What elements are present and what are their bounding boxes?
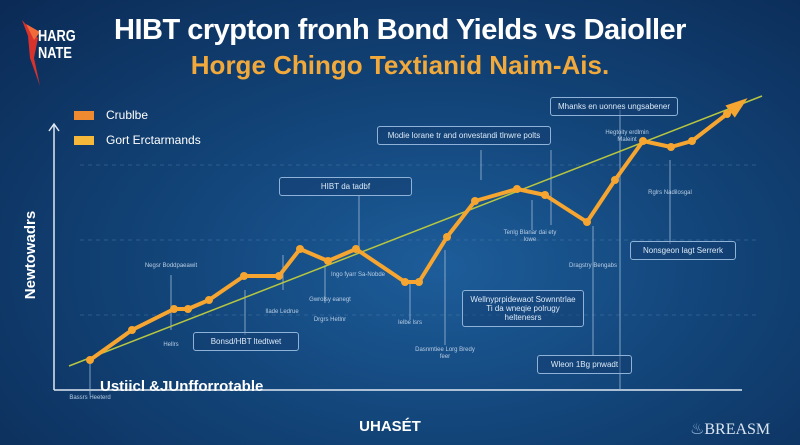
y-axis-label: Newtowadrs	[22, 210, 39, 300]
data-point	[184, 305, 192, 313]
point-label: Drgrs Hetlnr	[313, 317, 347, 323]
data-point	[324, 257, 332, 265]
data-point	[443, 233, 451, 241]
point-label: Hegtoity erdlmin Maleint	[605, 130, 649, 143]
logo-line-2: NATE	[38, 45, 72, 62]
trend-arrow-icon	[725, 98, 748, 118]
point-label: Hellrs	[163, 342, 179, 348]
series-line	[88, 112, 729, 362]
point-label: Ilade Ledrue	[265, 309, 299, 315]
data-point	[275, 272, 283, 280]
brand-flame-icon: ♨	[690, 421, 705, 438]
legend-swatch	[74, 135, 94, 145]
annotation-box: Mhanks en uonnes ungsabener	[550, 97, 678, 116]
gridlines	[80, 164, 760, 316]
point-label: Ielbe lsrs	[397, 320, 422, 326]
data-point	[86, 356, 94, 364]
data-point	[471, 197, 479, 205]
legend-swatch	[74, 110, 94, 120]
annotation-box: Modie lorane tr and onvestandi tlnwre po…	[377, 126, 551, 145]
logo-line-1: HARG	[38, 28, 76, 45]
annotation-note: Ustiicl &JUnfforrotable	[100, 378, 264, 395]
point-label: Rglrs Nadilosgal	[648, 190, 692, 196]
legend-item-1: Crublbe	[74, 108, 148, 122]
point-label: Dasnmtiee Lorg Bredy feer	[415, 347, 475, 360]
brand-logo-icon	[22, 20, 40, 86]
data-point	[296, 245, 304, 253]
annotation-box: Wellnyprpidewaot Sownntrlae Ti da wneqie…	[462, 290, 584, 327]
point-label: Gwrolsy eanegt	[309, 297, 351, 303]
point-label: Dragstry Bengabs	[568, 263, 618, 269]
chart-title: HIBT crypton fronh Bond Yields vs Daioll…	[114, 14, 686, 46]
data-point	[170, 305, 178, 313]
annotation-box: Wleon 1Bg pnwadt	[537, 355, 632, 374]
data-point	[415, 278, 423, 286]
chart-subtitle: Horge Chingo Textianid Naim-Ais.	[190, 50, 610, 80]
annotation-box: HIBT da tadbf	[279, 177, 412, 196]
x-axis-label: UHASÉT	[359, 418, 421, 435]
data-point	[240, 272, 248, 280]
data-point	[611, 176, 619, 184]
data-point	[541, 191, 549, 199]
data-point	[583, 218, 591, 226]
annotation-box: Bonsd/HBT ltedtwet	[193, 332, 299, 351]
annotation-box: Nonsgeon lagt Serrerk	[630, 241, 736, 260]
legend-label: Crublbe	[106, 108, 149, 122]
data-point	[128, 326, 136, 334]
annotation-leader-lines	[89, 110, 671, 395]
point-label: Ingo fyarr Sa-Nobde	[330, 272, 386, 278]
data-point	[401, 278, 409, 286]
data-point	[688, 137, 696, 145]
data-point	[205, 296, 213, 304]
point-label: Negsr Boddpaeawit	[144, 263, 198, 269]
data-point	[667, 143, 675, 151]
point-label: Tenlg Blanar dai ety lowe	[503, 230, 557, 243]
point-label: Bassrs Heeterd	[69, 395, 111, 401]
data-point	[639, 137, 647, 145]
legend-item-2: Gort Erctarmands	[74, 133, 201, 147]
legend-label: Gort Erctarmands	[106, 133, 201, 147]
data-point	[352, 245, 360, 253]
brand-text: BREASM	[704, 421, 771, 438]
y-axis-arrow-icon	[48, 122, 60, 132]
data-point	[513, 185, 521, 193]
brand-watermark: ♨BREASM	[690, 419, 770, 439]
logo-text: HARG NATE	[38, 28, 76, 62]
